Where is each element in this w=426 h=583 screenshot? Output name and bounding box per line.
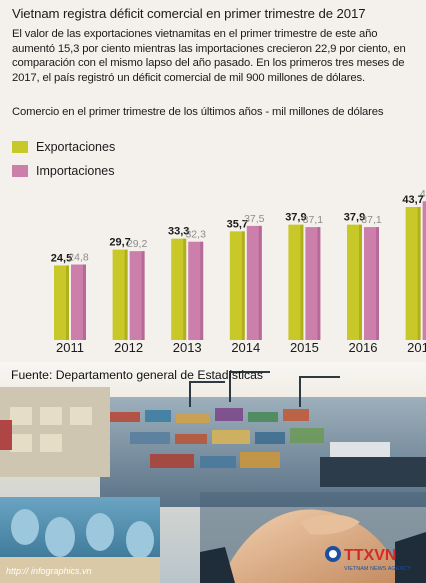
trade-photo-collage	[0, 362, 426, 583]
import-value-label-2015: 37,1	[303, 214, 324, 226]
import-bar-shade-2015	[317, 227, 321, 340]
logo-subtext: VIETNAM NEWS AGENCY	[344, 566, 411, 572]
import-bar-2011	[71, 264, 86, 340]
export-bar-2017	[405, 207, 421, 340]
import-bar-shade-2011	[83, 264, 86, 340]
import-bar-2016	[364, 227, 379, 340]
import-bar-shade-2016	[376, 227, 379, 340]
legend-swatch-imports	[12, 165, 28, 177]
import-value-label-2012: 29,2	[127, 238, 148, 250]
website-url: http:// infographics.vn	[6, 566, 92, 576]
logo-text: TTXVN	[344, 547, 396, 564]
export-bar-2015	[288, 224, 304, 340]
source-note: Fuente: Departamento general de Estadíst…	[11, 368, 264, 382]
intro-paragraph: El valor de las exportaciones vietnamita…	[12, 28, 406, 84]
import-value-label-2016: 37,1	[361, 214, 382, 226]
legend-label-exports: Exportaciones	[36, 140, 116, 154]
ttxvn-logo: TTXVN VIETNAM NEWS AGENCY	[324, 543, 416, 573]
chart-legend: Exportaciones Importaciones	[12, 135, 115, 183]
page-title: Vietnam registra déficit comercial en pr…	[12, 6, 366, 21]
import-bar-shade-2014	[258, 225, 262, 340]
legend-swatch-exports	[12, 141, 28, 153]
ttxvn-logo-mark: TTXVN VIETNAM NEWS AGENCY	[325, 546, 411, 572]
trade-bar-chart: 24,524,8 2011 29,729,2 2012 33,332,3 2013 35,7…	[51, 188, 426, 355]
import-bar-2015	[305, 227, 321, 340]
import-bar-shade-2012	[141, 251, 145, 340]
export-bar-shade-2013	[183, 238, 187, 340]
export-bar-2016	[347, 224, 362, 340]
chart-subtitle: Comercio en el primer trimestre de los ú…	[12, 106, 384, 118]
export-bar-2014	[229, 231, 245, 340]
import-value-label-2011: 24,8	[68, 252, 89, 264]
photo-illustration	[0, 362, 426, 583]
import-bar-shade-2013	[200, 241, 204, 340]
import-bar-2014	[246, 225, 262, 340]
import-value-label-2013: 32,3	[185, 229, 206, 241]
export-value-label-2011: 24,5	[51, 252, 72, 264]
export-bar-shade-2017	[417, 207, 421, 340]
import-value-label-2017: 45,6	[420, 188, 426, 200]
x-tick-label-2016: 2016	[349, 340, 378, 355]
export-bar-shade-2014	[241, 231, 245, 340]
export-value-label-2012: 29,7	[109, 237, 130, 249]
x-tick-label-2012: 2012	[114, 340, 143, 355]
x-tick-label-2017: 2017	[407, 340, 426, 355]
export-value-label-2017: 43,7	[402, 194, 423, 206]
import-bar-2012	[129, 251, 145, 340]
export-bar-2011	[54, 265, 69, 340]
legend-label-imports: Importaciones	[36, 164, 115, 178]
export-bar-shade-2011	[66, 265, 69, 340]
export-value-label-2014: 35,7	[227, 218, 248, 230]
legend-item-exports: Exportaciones	[12, 135, 115, 159]
x-tick-label-2014: 2014	[231, 340, 260, 355]
export-bar-2013	[171, 238, 187, 340]
x-tick-label-2011: 2011	[56, 340, 84, 355]
export-bar-2012	[112, 249, 128, 340]
export-value-label-2015: 37,9	[285, 212, 306, 224]
legend-item-imports: Importaciones	[12, 159, 115, 183]
import-bar-2013	[188, 241, 204, 340]
export-bar-shade-2012	[124, 249, 128, 340]
export-value-label-2016: 37,9	[344, 212, 365, 224]
export-bar-shade-2016	[359, 224, 362, 340]
import-bar-2017	[422, 201, 426, 340]
export-bar-shade-2015	[300, 224, 304, 340]
x-tick-label-2013: 2013	[173, 340, 202, 355]
x-tick-label-2015: 2015	[290, 340, 319, 355]
export-value-label-2013: 33,3	[168, 226, 189, 238]
import-value-label-2014: 37,5	[244, 213, 265, 225]
